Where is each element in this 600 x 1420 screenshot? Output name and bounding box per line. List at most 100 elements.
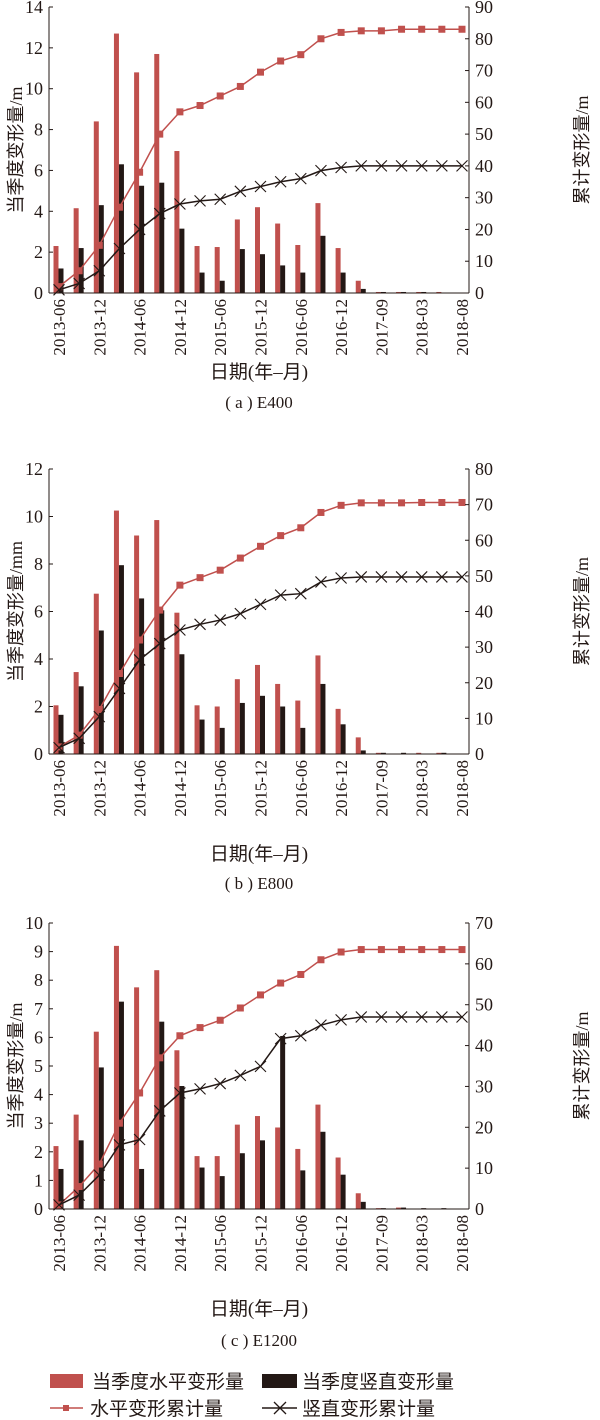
- y-axis-title-right: 累计变形量/m: [572, 557, 592, 666]
- point-cumulative-horizontal: [216, 566, 224, 574]
- bar-horizontal: [315, 203, 321, 293]
- bar-vertical: [78, 686, 84, 754]
- chart-caption: ( c ) E1200: [221, 1331, 297, 1350]
- bar-horizontal: [335, 1157, 341, 1209]
- point-cumulative-vertical: [395, 160, 408, 172]
- bar-horizontal: [194, 705, 200, 754]
- bar-horizontal: [194, 246, 200, 293]
- chart-panel-0: 0 2 4 6 8 10 12 14 0 10 20 30 40 50 60 70 80 90 2013-06 201…: [6, 0, 592, 412]
- bar-vertical: [401, 1207, 407, 1209]
- bar-vertical: [139, 1168, 145, 1209]
- point-cumulative-vertical: [254, 598, 267, 611]
- bar-horizontal: [53, 1146, 59, 1209]
- legend: 当季度水平变形量 当季度竖直变形量 水平变形累计量 竖直变形累计量: [50, 1371, 454, 1420]
- legend-label-line-vertical: 竖直变形累计量: [302, 1398, 435, 1420]
- bar-vertical: [78, 1140, 84, 1209]
- point-cumulative-horizontal: [337, 28, 345, 36]
- bar-horizontal: [73, 1114, 79, 1209]
- bar-horizontal: [295, 244, 301, 293]
- y-tick-label-left: 6: [34, 160, 43, 180]
- x-tick-label: 2017-09: [372, 760, 391, 817]
- x-tick-label: 2015-12: [252, 1215, 271, 1272]
- point-cumulative-horizontal: [257, 991, 264, 999]
- point-cumulative-horizontal: [357, 27, 365, 35]
- bar-horizontal: [295, 1148, 301, 1209]
- bar-horizontal: [154, 53, 160, 293]
- y-tick-label-right: 70: [475, 61, 493, 81]
- bar-vertical: [219, 727, 225, 754]
- bar-vertical: [98, 1067, 104, 1209]
- bar-vertical: [300, 727, 306, 754]
- bar-vertical: [360, 750, 366, 754]
- point-cumulative-horizontal: [297, 51, 305, 59]
- point-cumulative-horizontal: [337, 501, 345, 509]
- legend-marker-square-icon: [63, 1405, 69, 1411]
- y-tick-label-right: 70: [475, 495, 493, 515]
- x-tick-label: 2018-08: [453, 299, 472, 356]
- bar-vertical: [199, 1167, 205, 1209]
- point-cumulative-horizontal: [236, 554, 244, 562]
- point-cumulative-vertical: [355, 1011, 368, 1023]
- x-tick-label: 2017-09: [372, 1215, 391, 1272]
- chart-caption: ( a ) E400: [225, 393, 293, 412]
- bar-horizontal: [154, 970, 160, 1209]
- x-axis-title: 日期(年–月): [210, 843, 308, 865]
- x-tick-label: 2018-08: [453, 1215, 472, 1272]
- bar-horizontal: [93, 1031, 99, 1209]
- y-tick-label-left: 5: [34, 1056, 43, 1076]
- bar-vertical: [58, 1168, 64, 1209]
- bar-horizontal: [214, 706, 220, 754]
- bar-vertical: [260, 695, 265, 754]
- y-tick-label-right: 80: [475, 459, 493, 479]
- bar-vertical: [340, 1174, 346, 1209]
- bar-horizontal: [134, 72, 140, 293]
- point-cumulative-vertical: [153, 1105, 166, 1117]
- bar-horizontal: [416, 752, 422, 754]
- point-cumulative-vertical: [456, 1011, 468, 1023]
- x-tick-label: 2013-06: [50, 299, 69, 356]
- point-cumulative-vertical: [435, 571, 448, 583]
- bar-horizontal: [375, 752, 381, 754]
- chart-caption: ( b ) E800: [225, 874, 293, 893]
- x-tick-label: 2018-03: [413, 760, 432, 817]
- bar-horizontal: [335, 248, 341, 293]
- y-tick-label-left: 0: [34, 283, 43, 303]
- point-cumulative-horizontal: [377, 946, 385, 954]
- point-cumulative-horizontal: [196, 102, 204, 110]
- point-cumulative-horizontal: [458, 946, 466, 954]
- bar-horizontal: [416, 291, 422, 293]
- y-tick-label-right: 50: [475, 995, 493, 1015]
- bar-horizontal: [315, 1104, 321, 1209]
- point-cumulative-vertical: [335, 1013, 347, 1026]
- point-cumulative-vertical: [435, 1011, 448, 1023]
- point-cumulative-vertical: [93, 1169, 106, 1181]
- point-cumulative-vertical: [194, 1082, 206, 1095]
- bar-vertical: [159, 1021, 165, 1209]
- point-cumulative-vertical: [234, 185, 247, 198]
- bar-horizontal: [113, 945, 119, 1209]
- bar-horizontal: [214, 247, 220, 293]
- bar-horizontal: [295, 700, 301, 754]
- y-tick-label-right: 70: [475, 913, 493, 933]
- bar-vertical: [300, 1170, 306, 1209]
- x-axis-title: 日期(年–月): [210, 361, 308, 383]
- x-tick-label: 2018-03: [413, 299, 432, 356]
- point-cumulative-horizontal: [297, 524, 305, 532]
- bar-vertical: [340, 724, 346, 754]
- point-cumulative-horizontal: [136, 1089, 144, 1097]
- x-tick-label: 2014-06: [131, 1215, 150, 1272]
- y-tick-label-left: 0: [34, 744, 43, 764]
- x-tick-label: 2015-06: [211, 1215, 230, 1272]
- bar-vertical: [58, 268, 64, 293]
- bar-vertical: [421, 291, 427, 293]
- x-tick-label: 2015-06: [211, 299, 230, 356]
- point-cumulative-vertical: [315, 576, 327, 588]
- x-axis-title: 日期(年–月): [210, 1298, 308, 1320]
- y-tick-label-right: 90: [475, 0, 493, 17]
- y-tick-label-left: 7: [34, 999, 43, 1019]
- point-cumulative-horizontal: [398, 946, 406, 954]
- bar-vertical: [239, 249, 245, 293]
- y-tick-label-left: 9: [34, 942, 43, 962]
- x-tick-label: 2015-06: [211, 760, 230, 817]
